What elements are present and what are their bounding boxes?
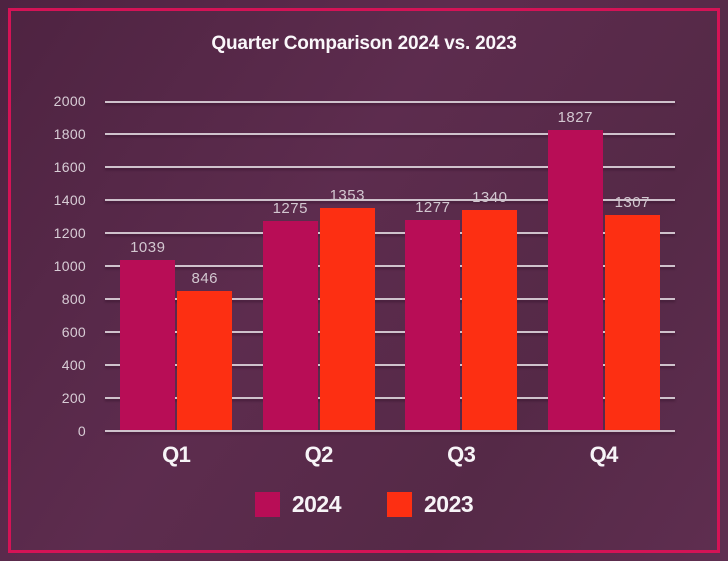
x-tick-label-q4: Q4 <box>589 442 619 467</box>
bar-2023-q1 <box>177 291 233 431</box>
gridline-2000 <box>105 101 675 103</box>
bar-2024-q2 <box>262 220 318 431</box>
y-tick-label-1200: 1200 <box>53 225 86 241</box>
y-tick-label-2000: 2000 <box>53 93 86 109</box>
bar-2024-q3 <box>405 220 461 431</box>
y-tick-label-1000: 1000 <box>53 258 86 274</box>
bar-value-label-2023-q1: 846 <box>191 270 219 288</box>
gridline-1200 <box>105 232 675 234</box>
gridline-1400 <box>105 199 675 201</box>
y-tick-label-1600: 1600 <box>53 159 86 175</box>
bar-value-label-2024-q3: 1277 <box>415 199 451 217</box>
y-tick-label-1400: 1400 <box>53 192 86 208</box>
gridline-800 <box>105 298 675 300</box>
bar-value-label-2023-q4: 1307 <box>614 194 650 212</box>
bar-2023-q2 <box>319 207 375 431</box>
chart-title: Quarter Comparison 2024 vs. 2023 <box>211 33 517 54</box>
legend-swatch-2024 <box>254 492 280 517</box>
x-tick-label-q2: Q2 <box>304 442 334 467</box>
bar-2024-q4 <box>547 129 603 431</box>
legend-label-2023: 2023 <box>424 491 474 517</box>
legend-swatch-2023 <box>387 492 412 517</box>
gridline-1600 <box>105 166 675 168</box>
y-tick-label-800: 800 <box>61 291 86 307</box>
y-tick-label-200: 200 <box>61 390 86 406</box>
y-tick-label-1800: 1800 <box>53 126 86 142</box>
gridline-200 <box>105 397 675 399</box>
x-tick-label-q1: Q1 <box>162 442 191 467</box>
bar-value-label-2023-q3: 1340 <box>472 188 508 206</box>
bar-2023-q3 <box>462 209 518 431</box>
legend: 2024 2023 <box>0 491 728 518</box>
bar-value-label-2023-q2: 1353 <box>329 186 365 204</box>
y-axis-labels: 0 200 400 600 800 1000 1200 1400 1600 1800 2000 <box>30 93 86 439</box>
gridline-600 <box>105 331 675 333</box>
gridline-1000 <box>105 265 675 267</box>
plot-area: Q1 1039 846 Q2 1275 1353 Q3 1277 1340 Q4 1827 1307 <box>105 101 675 467</box>
bar-2024-q1 <box>120 259 176 431</box>
legend-label-2024: 2024 <box>291 491 342 517</box>
bar-2023-q4 <box>604 215 660 431</box>
y-tick-label-400: 400 <box>61 357 86 373</box>
bar-value-label-2024-q4: 1827 <box>557 108 593 126</box>
y-tick-label-600: 600 <box>61 324 86 340</box>
gridline-0 <box>105 430 675 432</box>
bar-value-label-2024-q2: 1275 <box>272 199 308 217</box>
legend-item-2024: 2024 <box>254 491 342 518</box>
gridline-1800 <box>105 133 675 135</box>
bar-value-label-2024-q1: 1039 <box>130 238 166 256</box>
gridline-400 <box>105 364 675 366</box>
y-tick-label-0: 0 <box>77 423 86 439</box>
x-tick-label-q3: Q3 <box>447 442 476 467</box>
legend-item-2023: 2023 <box>387 491 474 518</box>
